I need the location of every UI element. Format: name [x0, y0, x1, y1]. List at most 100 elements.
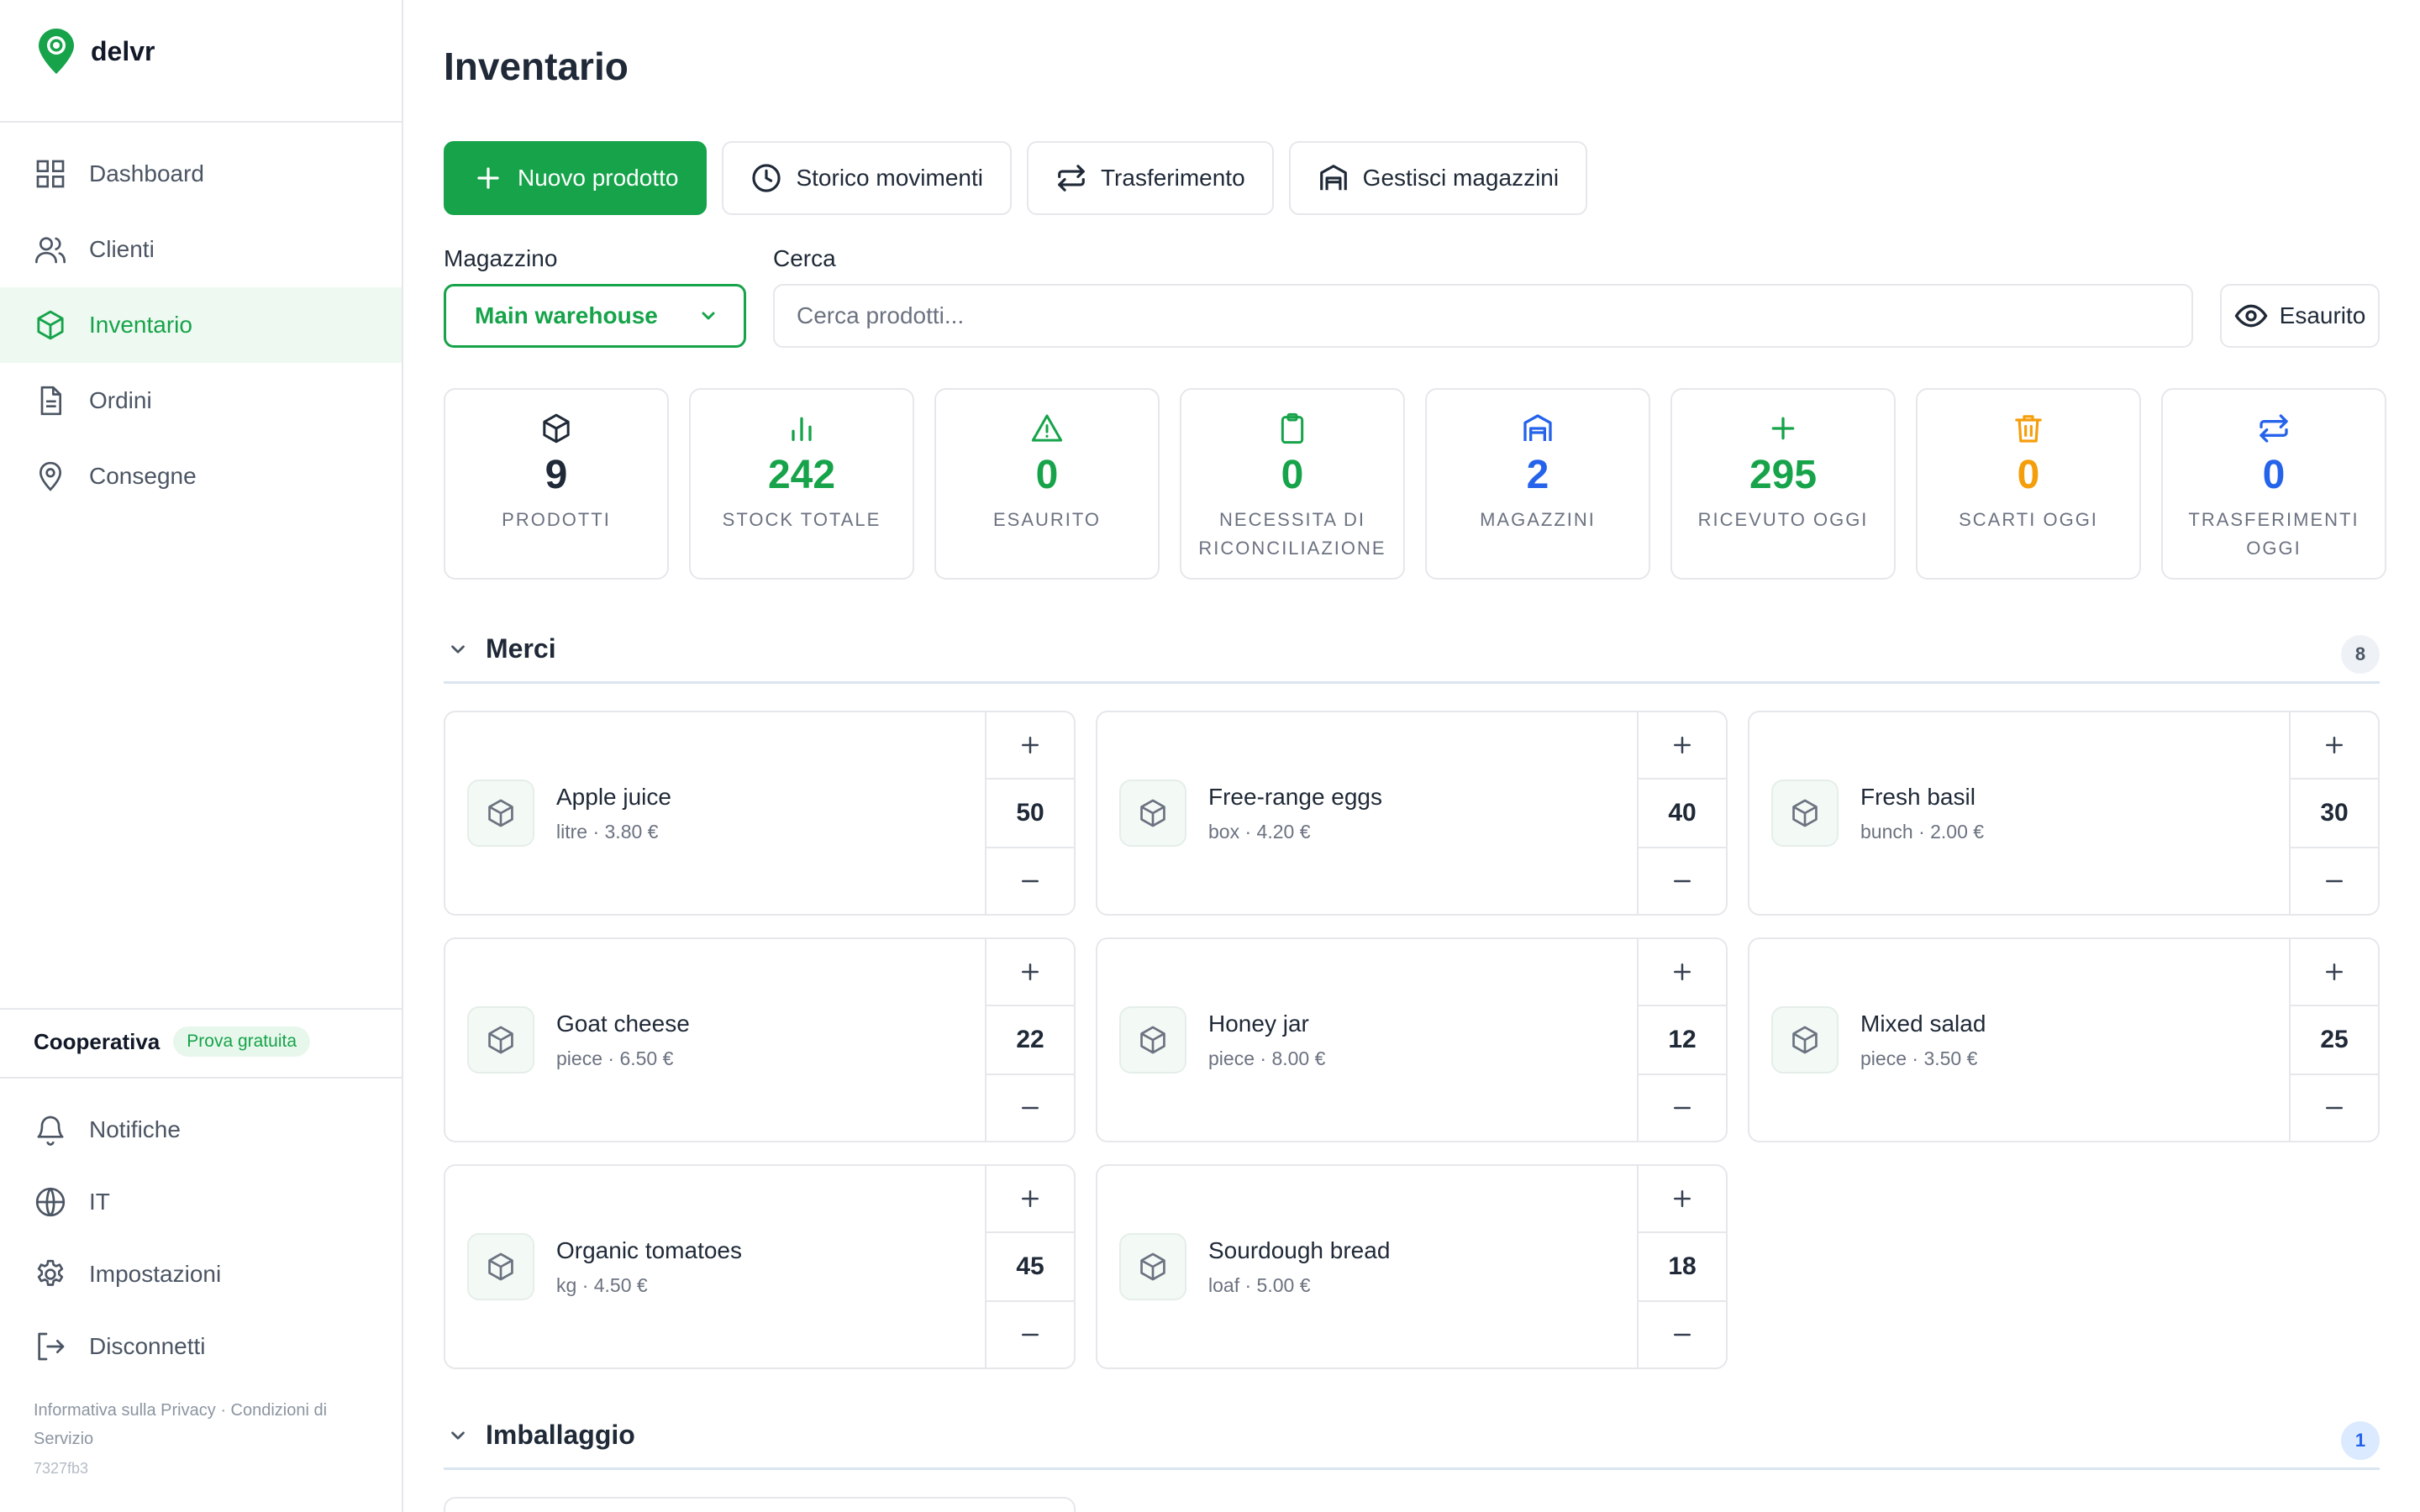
quantity-stepper: 25 — [2289, 939, 2378, 1141]
quantity-value[interactable]: 12 — [1639, 1005, 1726, 1075]
product-card[interactable]: Sourdough bread loaf · 5.00 € 18 — [1096, 1164, 1728, 1369]
plus-icon — [1022, 737, 1039, 753]
sidebar-item-label: Ordini — [89, 387, 152, 413]
sidebar-item-notifiche[interactable]: Notifiche — [0, 1094, 402, 1166]
quantity-value[interactable]: 25 — [2291, 1005, 2378, 1075]
product-meta: litre · 3.80 € — [556, 821, 671, 843]
divider — [0, 121, 402, 123]
product-price: 3.50 € — [1923, 1047, 1978, 1069]
product-unit: box — [1208, 820, 1240, 843]
search-input[interactable] — [773, 284, 2193, 348]
sidebar-item-label: Notifiche — [89, 1116, 181, 1142]
product-box-icon — [467, 1006, 534, 1074]
increment-button[interactable] — [986, 1166, 1074, 1231]
section-title: Merci — [486, 633, 556, 664]
quantity-value[interactable]: 50 — [986, 778, 1074, 848]
minus-icon — [1674, 1106, 1691, 1110]
product-name: Goat cheese — [556, 1010, 690, 1037]
increment-button[interactable] — [1639, 712, 1726, 778]
quantity-value[interactable]: 18 — [1639, 1231, 1726, 1302]
decrement-button[interactable] — [2291, 1075, 2378, 1141]
meta-separator: · — [1244, 1273, 1252, 1296]
minus-icon — [2326, 879, 2343, 883]
meta-separator: · — [1918, 820, 1925, 843]
product-price: 8.00 € — [1271, 1047, 1326, 1069]
warehouse-select[interactable]: Main warehouse — [444, 284, 746, 348]
decrement-button[interactable] — [1639, 1302, 1726, 1368]
decrement-button[interactable] — [1639, 848, 1726, 914]
sidebar-item-dashboard[interactable]: Dashboard — [0, 136, 402, 212]
decrement-button[interactable] — [986, 1075, 1074, 1141]
sidebar-item-label: IT — [89, 1189, 110, 1215]
sidebar-item-consegne[interactable]: Consegne — [0, 438, 402, 514]
product-meta: piece · 3.50 € — [1860, 1047, 1986, 1070]
logo[interactable]: delvr — [37, 27, 155, 76]
sidebar-item-disconnetti[interactable]: Disconnetti — [0, 1310, 402, 1383]
product-card[interactable]: Apple juice litre · 3.80 € 50 — [444, 711, 1076, 916]
product-card[interactable]: Goat cheese piece · 6.50 € 22 — [444, 937, 1076, 1142]
quantity-value[interactable]: 40 — [1639, 778, 1726, 848]
globe-icon — [35, 1187, 66, 1217]
warehouse-icon — [1523, 414, 1552, 441]
action-bar: Nuovo prodotto Storico movimenti Trasfer… — [444, 141, 1588, 215]
stat-label: SCARTI OGGI — [1959, 509, 2098, 530]
product-price: 6.50 € — [619, 1047, 674, 1069]
terms-link[interactable]: Condizioni di Servizio — [34, 1401, 328, 1448]
plus-icon — [1022, 1190, 1039, 1207]
product-card[interactable]: Free-range eggs box · 4.20 € 40 — [1096, 711, 1728, 916]
out-of-stock-toggle[interactable]: Esaurito — [2220, 284, 2380, 348]
product-card[interactable]: Fresh basil bunch · 2.00 € 30 — [1748, 711, 2380, 916]
clipboard-icon — [1281, 412, 1304, 444]
product-box-icon — [1119, 1233, 1186, 1300]
increment-button[interactable] — [1639, 939, 1726, 1005]
quantity-stepper: 45 — [985, 1166, 1074, 1368]
decrement-button[interactable] — [2291, 848, 2378, 914]
product-card[interactable]: Honey jar piece · 8.00 € 12 — [1096, 937, 1728, 1142]
product-name: Honey jar — [1208, 1010, 1309, 1037]
sidebar-item-inventario[interactable]: Inventario — [0, 287, 402, 363]
quantity-stepper: 40 — [1637, 712, 1726, 914]
stat-card-waste-today: 0 SCARTI OGGI — [1916, 388, 2141, 580]
stat-label: ESAURITO — [992, 509, 1102, 530]
increment-button[interactable] — [2291, 712, 2378, 778]
stat-value: 0 — [1035, 453, 1059, 497]
manage-warehouses-button[interactable]: Gestisci magazzini — [1288, 141, 1588, 215]
decrement-button[interactable] — [986, 848, 1074, 914]
sidebar-item-clienti[interactable]: Clienti — [0, 212, 402, 287]
product-name: Apple juice — [556, 783, 671, 810]
quantity-value[interactable]: 22 — [986, 1005, 1074, 1075]
new-product-button[interactable]: Nuovo prodotto — [444, 141, 708, 215]
sidebar-item-impostazioni[interactable]: Impostazioni — [0, 1238, 402, 1310]
increment-button[interactable] — [2291, 939, 2378, 1005]
stat-card-total-stock: 242 STOCK TOTALE — [689, 388, 914, 580]
section-header-merci[interactable]: Merci 8 — [444, 617, 2380, 684]
stat-card-out-of-stock: 0 ESAURITO — [934, 388, 1160, 580]
quantity-value[interactable]: 45 — [986, 1231, 1074, 1302]
product-box-icon — [1771, 780, 1839, 847]
organization-info: Cooperativa Prova gratuita — [34, 1026, 311, 1057]
minus-icon — [1022, 879, 1039, 883]
section-title: Imballaggio — [486, 1420, 635, 1450]
product-card-partial[interactable] — [444, 1497, 1076, 1512]
version-label: 7327fb3 — [34, 1460, 89, 1477]
sidebar-item-label: Inventario — [89, 312, 192, 338]
movement-history-button[interactable]: Storico movimenti — [722, 141, 1012, 215]
increment-button[interactable] — [1639, 1166, 1726, 1231]
increment-button[interactable] — [986, 712, 1074, 778]
increment-button[interactable] — [986, 939, 1074, 1005]
transfer-button[interactable]: Trasferimento — [1026, 141, 1274, 215]
section-header-imballaggio[interactable]: Imballaggio 1 — [444, 1403, 2380, 1470]
product-unit: piece — [1860, 1047, 1907, 1069]
meta-separator: · — [1260, 1047, 1267, 1069]
quantity-value[interactable]: 30 — [2291, 778, 2378, 848]
decrement-button[interactable] — [986, 1302, 1074, 1368]
sidebar-item-language[interactable]: IT — [0, 1166, 402, 1238]
product-name: Mixed salad — [1860, 1010, 1986, 1037]
stat-card-transfers-today: 0 TRASFERIMENTI OGGI — [2161, 388, 2386, 580]
privacy-link[interactable]: Informativa sulla Privacy — [34, 1401, 216, 1420]
product-card[interactable]: Organic tomatoes kg · 4.50 € 45 — [444, 1164, 1076, 1369]
product-card[interactable]: Mixed salad piece · 3.50 € 25 — [1748, 937, 2380, 1142]
decrement-button[interactable] — [1639, 1075, 1726, 1141]
sidebar-item-ordini[interactable]: Ordini — [0, 363, 402, 438]
stat-card-warehouses: 2 MAGAZZINI — [1425, 388, 1650, 580]
